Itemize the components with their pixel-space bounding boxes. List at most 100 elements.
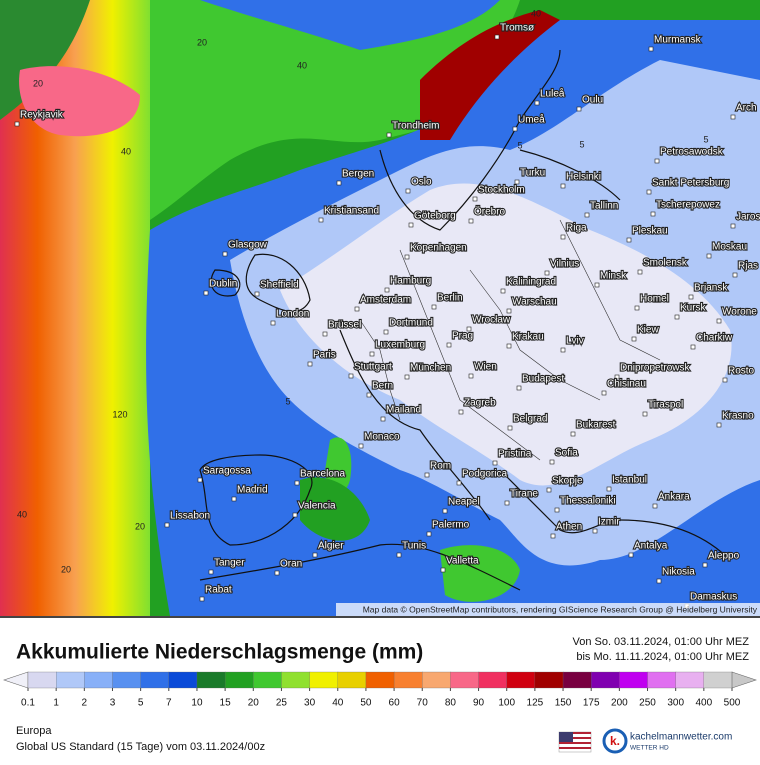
legend-swatch: [56, 671, 85, 689]
city-marker: [730, 223, 736, 229]
city-label: Tscherepowez: [656, 200, 720, 211]
attribution-bg: [336, 603, 760, 616]
brand[interactable]: kachelmannwetter.com: [630, 732, 732, 743]
city-marker: [396, 552, 402, 558]
city-marker: [646, 189, 652, 195]
model: Global US Standard (15 Tage) vom 03.11.2…: [16, 741, 265, 753]
legend-label: 70: [417, 698, 429, 709]
city-marker: [512, 126, 518, 132]
city-label: Rosto: [728, 366, 755, 377]
city-label: Chisinau: [607, 379, 646, 390]
city-label: Monaco: [364, 432, 400, 443]
city-label: Valletta: [446, 556, 479, 567]
city-marker: [549, 459, 555, 465]
city-marker: [307, 361, 313, 367]
city-label: Saragossa: [203, 466, 251, 477]
city-label: Trondheim: [392, 121, 439, 132]
city-label: Prag: [452, 331, 473, 342]
city-marker: [554, 507, 560, 513]
city-marker: [516, 385, 522, 391]
city-label: Athen: [556, 522, 582, 533]
legend-swatch: [112, 671, 142, 689]
city-marker: [231, 496, 237, 502]
city-label: Kopenhagen: [410, 243, 467, 254]
city-label: Umeå: [518, 114, 545, 126]
city-marker: [614, 374, 620, 380]
city-marker: [348, 373, 354, 379]
legend-swatch: [27, 671, 57, 689]
city-label: Bergen: [342, 169, 374, 180]
borders: [359, 219, 661, 461]
city-label: Skopje: [552, 476, 583, 487]
city-label: Lviv: [566, 336, 584, 347]
city-marker: [648, 46, 654, 52]
legend-swatch: [168, 671, 198, 689]
city-label: Tallinn: [590, 201, 618, 212]
city-label: Budapest: [522, 374, 564, 385]
city-marker: [637, 269, 643, 275]
city-label: Ankara: [658, 492, 690, 503]
contour-label: 5: [517, 140, 522, 150]
city-marker: [570, 431, 576, 437]
legend-label: 25: [276, 698, 288, 709]
legend-swatch: [562, 671, 592, 689]
city-marker: [446, 342, 452, 348]
city-marker: [506, 343, 512, 349]
city-label: Algier: [318, 541, 344, 552]
city-marker: [292, 512, 298, 518]
legend-swatch: [619, 671, 649, 689]
city-marker: [254, 291, 260, 297]
city-label: Kaliningrad: [506, 277, 556, 288]
city-marker: [458, 409, 464, 415]
city-label: Istanbul: [612, 475, 647, 486]
city-marker: [514, 179, 520, 185]
legend-swatch: [224, 671, 254, 689]
contour-label: 5: [579, 139, 584, 149]
city-label: Nikosia: [662, 567, 695, 578]
city-marker: [656, 578, 662, 584]
city-marker: [164, 522, 170, 528]
legend-label: 300: [667, 698, 684, 709]
legend-label: 80: [445, 698, 457, 709]
map: Tromsø Murmansk Reykjavik Luleå Oulu Umeå Tron…: [0, 0, 760, 616]
city-marker: [354, 306, 360, 312]
city-label: Brjansk: [694, 283, 728, 294]
city-label: Örebro: [474, 206, 506, 218]
legend-swatch: [309, 671, 339, 689]
city-label: Lissabon: [170, 511, 210, 522]
legend-label: 400: [695, 698, 712, 709]
legend-label: 2: [82, 698, 88, 709]
area: [280, 183, 732, 486]
city-label: Arch: [736, 103, 757, 114]
city-label: Pleskau: [632, 226, 668, 237]
city-marker: [222, 251, 228, 257]
legend-swatch: [450, 671, 480, 689]
city-marker: [500, 288, 506, 294]
legend-label: 500: [724, 698, 741, 709]
legend-swatch: [281, 671, 311, 689]
area: [150, 0, 520, 220]
contour-label: 20: [135, 521, 145, 531]
city-label: Kiew: [637, 325, 659, 336]
city-label: Aleppo: [708, 551, 740, 562]
city-marker: [404, 254, 410, 260]
city-label: Dublin: [209, 279, 237, 290]
flag: [558, 731, 592, 753]
city-marker: [702, 562, 708, 568]
city-label: Sofia: [555, 448, 578, 459]
city-label: Bern: [372, 381, 393, 392]
legend-label: 30: [304, 698, 316, 709]
legend-label: 40: [332, 698, 344, 709]
legend-swatch: [84, 671, 114, 689]
city-label: Turku: [520, 168, 545, 179]
region: Europa: [16, 725, 52, 737]
city-marker: [722, 377, 728, 383]
city-label: Mailand: [386, 405, 421, 416]
city-marker: [199, 596, 205, 602]
contour-label: 120: [112, 409, 127, 419]
city-marker: [494, 34, 500, 40]
city-marker: [440, 567, 446, 573]
city-marker: [504, 500, 510, 506]
city-label: Berlin: [437, 293, 463, 304]
city-label: Stuttgart: [354, 362, 392, 373]
